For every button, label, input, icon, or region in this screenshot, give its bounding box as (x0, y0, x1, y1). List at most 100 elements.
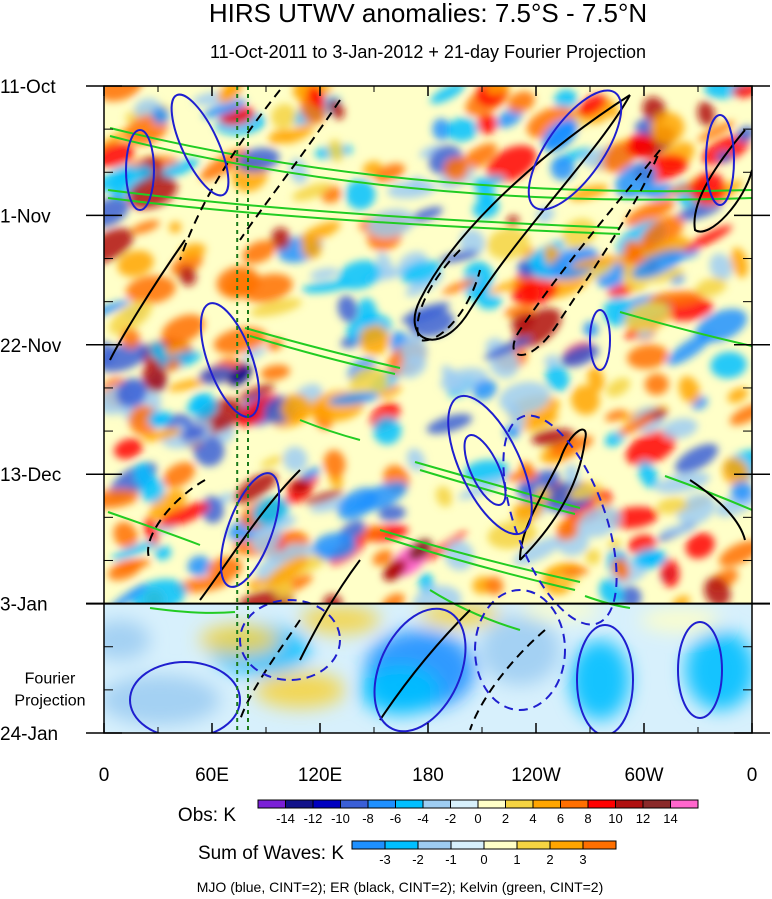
colorbar-swatch (483, 840, 518, 850)
obs-field-cell (505, 470, 539, 482)
obs-field-cell (599, 578, 624, 604)
obs-field-cell (187, 555, 212, 577)
obs-anomaly-field (104, 86, 752, 604)
obs-field-cell (695, 277, 727, 297)
obs-field-cell (568, 482, 602, 500)
obs-field-cell (169, 221, 182, 233)
kelvin-contour (244, 327, 401, 369)
colorbar-swatch (351, 840, 386, 850)
obs-field-cell (638, 460, 658, 489)
obs-field-cell (263, 555, 309, 589)
obs-field-cell (162, 462, 196, 488)
er-contour (413, 94, 631, 341)
obs-field-cell (189, 392, 218, 420)
colorbar-swatch (582, 840, 617, 850)
obs-field-cell (179, 243, 206, 260)
obs-field-cell (685, 532, 715, 559)
obs-field-cell (117, 250, 154, 277)
colorbar-tick-label: -8 (362, 811, 374, 826)
obs-field-cell (104, 300, 131, 320)
mjo-contour (170, 93, 230, 197)
obs-field-cell (513, 499, 543, 521)
obs-field-cell (154, 545, 172, 560)
obs-field-cell (373, 416, 402, 445)
colorbar-swatch (549, 840, 584, 850)
obs-field-cell (251, 524, 282, 553)
colorbar-tick-label: 0 (474, 811, 481, 826)
obs-field-cell (472, 379, 497, 401)
obs-field-cell (568, 184, 609, 201)
obs-field-cell (104, 488, 139, 509)
obs-field-cell (555, 523, 579, 541)
obs-field-cell (660, 558, 680, 588)
obs-field-cell (381, 593, 405, 604)
obs-field-cell (304, 489, 344, 505)
obs-field-cell (159, 502, 210, 528)
obs-field-cell (233, 471, 278, 504)
obs-field-cell (307, 86, 326, 109)
obs-field-cell (328, 391, 380, 406)
obs-field-cell (476, 113, 498, 135)
colorbar-tick-label: -4 (417, 811, 429, 826)
obs-field-cell (486, 145, 537, 183)
projection-field-cell (300, 606, 380, 634)
y-tick-label: 22-Nov (0, 336, 62, 357)
obs-field-cell (470, 175, 505, 187)
obs-field-cell (730, 247, 749, 278)
obs-field-cell (408, 539, 432, 561)
obs-field-cell (108, 583, 148, 604)
obs-field-cell (152, 158, 200, 181)
colorbar-swatch (257, 799, 286, 809)
obs-field-cell (486, 228, 530, 260)
obs-field-cell (666, 332, 712, 366)
colorbar-swatch (560, 799, 589, 809)
obs-field-cell (605, 409, 627, 422)
obs-field-cell (689, 172, 726, 204)
obs-field-cell (625, 133, 655, 158)
obs-field-cell (430, 86, 466, 104)
colorbar-tick-label: -2 (445, 811, 457, 826)
projection-field-cell (520, 604, 600, 620)
obs-field-cell (228, 364, 252, 386)
obs-field-cell (498, 381, 551, 415)
obs-field-cell (625, 198, 675, 227)
obs-field-cell (661, 525, 694, 536)
colorbar-tick-label: 2 (546, 852, 553, 867)
colorbar-tick-label: -6 (390, 811, 402, 826)
obs-field-cell (602, 143, 635, 173)
projection-label: Fourier Projection (14, 671, 85, 710)
kelvin-contour (107, 511, 201, 546)
obs-field-cell (142, 362, 167, 392)
obs-field-cell (650, 112, 685, 144)
er-contour (689, 479, 746, 541)
obs-field-cell (338, 260, 382, 290)
colorbar-swatch (477, 799, 506, 809)
obs-field-cell (312, 532, 357, 561)
obs-field-cell (109, 165, 154, 199)
obs-field-cell (290, 478, 311, 494)
waves-colorbar-label: Sum of Waves: K (198, 843, 344, 864)
obs-field-cell (607, 506, 659, 529)
obs-field-cell (113, 521, 138, 549)
obs-field-cell (631, 250, 684, 280)
obs-field-cell (648, 290, 702, 307)
obs-field-cell (337, 487, 378, 520)
obs-field-cell (337, 295, 358, 323)
colorbar-tick-label: 12 (636, 811, 650, 826)
colorbar-swatch (642, 799, 671, 809)
obs-field-cell (292, 182, 331, 202)
obs-field-cell (300, 467, 321, 482)
obs-field-cell (662, 418, 698, 439)
obs-field-cell (104, 86, 142, 102)
obs-field-cell (709, 253, 733, 281)
obs-field-cell (545, 364, 570, 392)
obs-field-cell (207, 556, 243, 581)
obs-field-cell (550, 156, 575, 181)
colorbar-swatch (670, 799, 699, 809)
obs-field-cell (247, 577, 265, 590)
kelvin-contour (664, 475, 752, 511)
colorbar-tick-label: 1 (513, 852, 520, 867)
obs-field-cell (571, 385, 600, 415)
x-tick-label: 180 (412, 765, 444, 786)
